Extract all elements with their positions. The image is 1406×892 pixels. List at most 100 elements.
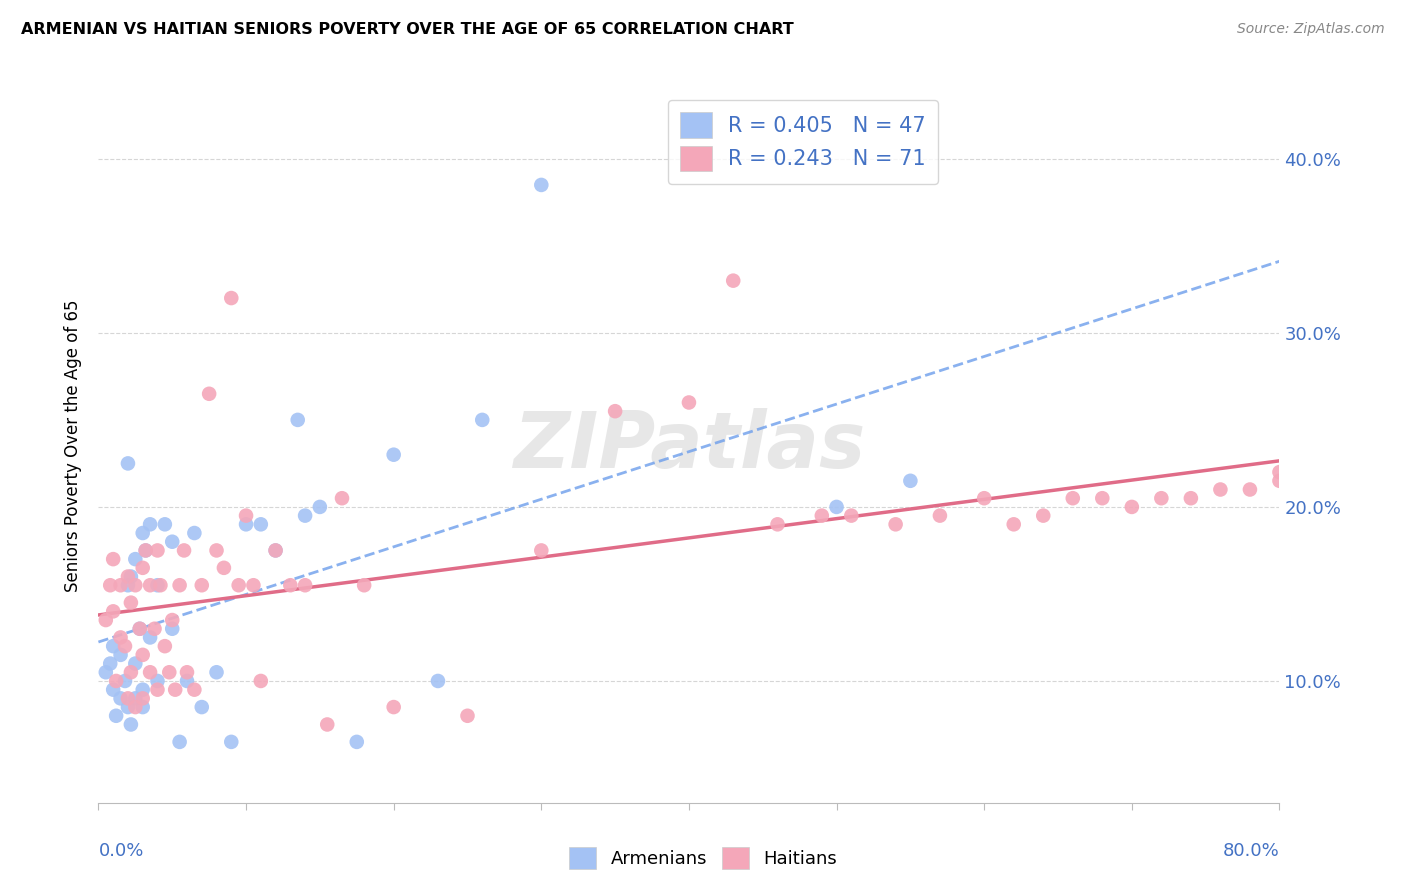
Point (219, 291, 242, 305)
Point (132, 691, 155, 706)
Point (471, 413, 494, 427)
Legend: Armenians, Haitians: Armenians, Haitians (560, 838, 846, 879)
Point (973, 491, 995, 506)
Point (110, 648, 132, 662)
Point (264, 543, 287, 558)
Point (124, 657, 146, 671)
Point (346, 735, 368, 749)
Point (278, 578, 302, 592)
Point (309, 500, 332, 514)
Point (117, 578, 139, 592)
Point (117, 691, 139, 706)
Point (205, 665, 228, 680)
Point (153, 517, 176, 532)
Point (117, 569, 139, 583)
Point (212, 561, 235, 575)
Point (1032, 508, 1054, 523)
Point (165, 682, 187, 697)
Point (103, 552, 125, 566)
Point (1209, 483, 1232, 497)
Point (128, 622, 150, 636)
Point (124, 552, 146, 566)
Point (841, 508, 863, 523)
Point (353, 578, 375, 592)
Point (928, 508, 950, 523)
Point (427, 673, 450, 688)
Point (678, 395, 700, 409)
Point (1180, 491, 1202, 506)
Point (605, 404, 627, 418)
Point (153, 639, 176, 653)
Point (139, 578, 162, 592)
Point (132, 648, 155, 662)
Point (228, 578, 250, 592)
Point (120, 569, 142, 583)
Point (205, 543, 228, 558)
Point (135, 543, 157, 558)
Text: 80.0%: 80.0% (1223, 842, 1279, 860)
Point (1091, 491, 1114, 506)
Point (1239, 483, 1261, 497)
Point (294, 578, 316, 592)
Point (242, 578, 264, 592)
Point (191, 578, 214, 592)
Point (110, 631, 132, 645)
Point (139, 517, 162, 532)
Point (287, 413, 309, 427)
Point (117, 457, 139, 471)
Point (162, 622, 183, 636)
Point (264, 543, 287, 558)
Point (132, 700, 155, 714)
Point (105, 708, 128, 723)
Point (235, 508, 257, 523)
Point (1002, 517, 1025, 532)
Legend: R = 0.405   N = 47, R = 0.243   N = 71: R = 0.405 N = 47, R = 0.243 N = 71 (668, 100, 938, 184)
Point (294, 508, 316, 523)
Point (146, 673, 169, 688)
Y-axis label: Seniors Poverty Over the Age of 65: Seniors Poverty Over the Age of 65 (65, 300, 83, 592)
Point (146, 682, 169, 697)
Text: ARMENIAN VS HAITIAN SENIORS POVERTY OVER THE AGE OF 65 CORRELATION CHART: ARMENIAN VS HAITIAN SENIORS POVERTY OVER… (21, 22, 794, 37)
Point (120, 717, 142, 731)
Point (124, 700, 146, 714)
Point (723, 274, 745, 288)
Point (132, 526, 155, 541)
Point (124, 578, 146, 592)
Point (183, 682, 205, 697)
Point (162, 534, 183, 549)
Point (1062, 491, 1084, 506)
Point (132, 682, 155, 697)
Point (382, 448, 405, 462)
Text: 0.0%: 0.0% (98, 842, 143, 860)
Point (250, 517, 273, 532)
Point (114, 673, 136, 688)
Point (162, 613, 183, 627)
Point (105, 673, 128, 688)
Point (98, 578, 121, 592)
Point (157, 665, 180, 680)
Text: ZIPatlas: ZIPatlas (513, 408, 865, 484)
Point (250, 673, 273, 688)
Point (530, 543, 553, 558)
Point (117, 700, 139, 714)
Point (330, 491, 353, 506)
Point (110, 691, 132, 706)
Point (103, 639, 125, 653)
Point (146, 543, 169, 558)
Point (235, 517, 257, 532)
Text: Source: ZipAtlas.com: Source: ZipAtlas.com (1237, 22, 1385, 37)
Point (173, 543, 195, 558)
Point (316, 717, 339, 731)
Point (110, 578, 132, 592)
Point (128, 622, 150, 636)
Point (198, 386, 221, 401)
Point (900, 474, 922, 488)
Point (120, 596, 142, 610)
Point (94, 665, 117, 680)
Point (1268, 465, 1291, 479)
Point (98, 657, 121, 671)
Point (124, 691, 146, 706)
Point (135, 543, 157, 558)
Point (94, 613, 117, 627)
Point (1150, 491, 1173, 506)
